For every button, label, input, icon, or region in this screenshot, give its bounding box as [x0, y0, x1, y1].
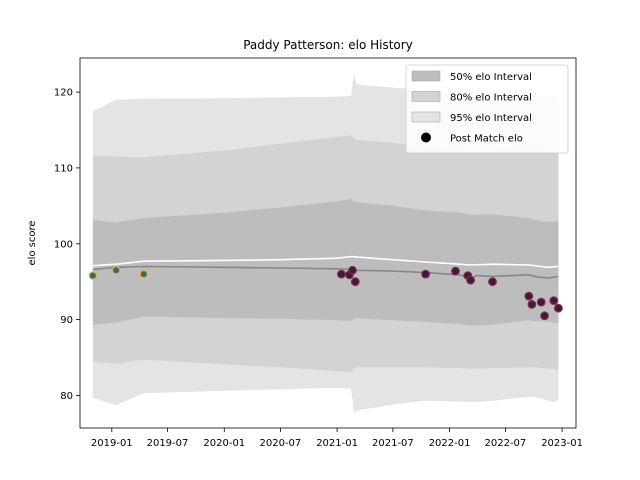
post-match-point	[466, 275, 476, 285]
post-match-point	[536, 297, 546, 307]
x-tick-label: 2020-07	[260, 438, 302, 449]
post-match-point	[88, 271, 98, 280]
post-match-point	[111, 266, 121, 275]
post-match-point	[554, 303, 563, 313]
band-50-interval	[92, 199, 559, 326]
trend-lines	[92, 255, 559, 279]
post-match-points	[88, 265, 563, 321]
legend-label: Post Match elo	[450, 134, 523, 145]
y-tick-label: 100	[54, 239, 73, 250]
y-axis-label: elo score	[27, 220, 38, 265]
plot-area	[88, 73, 563, 413]
x-tick-label: 2022-01	[429, 438, 471, 449]
legend-swatch-band_95	[411, 111, 441, 123]
legend: 50% elo Interval 80% elo Interval 95% elo …	[405, 64, 569, 154]
legend-swatch-band_50	[411, 70, 441, 82]
legend-swatch-band_80	[411, 91, 441, 102]
y-axis-ticks: 80 90 100 110 120	[54, 88, 80, 402]
x-tick-label: 2022-07	[485, 438, 527, 449]
legend-marker-icon	[421, 132, 431, 143]
x-tick-label: 2019-07	[147, 438, 189, 449]
chart-title: Paddy Patterson: elo History	[243, 38, 413, 52]
post-match-point	[451, 266, 460, 276]
upper-trend-line	[92, 255, 559, 269]
post-match-point	[421, 269, 431, 279]
x-axis-ticks: 2019-01 2019-07 2020-01 2020-07 2021-01 2021-…	[91, 428, 583, 449]
x-tick-label: 2021-07	[372, 438, 414, 449]
x-tick-label: 2021-01	[316, 438, 358, 449]
y-tick-label: 80	[60, 391, 73, 402]
x-tick-label: 2020-01	[203, 438, 245, 449]
x-tick-label: 2023-01	[541, 438, 583, 449]
legend-label: 50% elo Interval	[450, 72, 532, 83]
post-match-point	[540, 311, 549, 321]
x-tick-label: 2019-01	[91, 438, 133, 449]
interval-bands	[92, 73, 559, 413]
axes-frame	[79, 57, 577, 429]
y-tick-label: 110	[54, 163, 73, 174]
legend-box	[405, 64, 569, 154]
post-match-point	[348, 265, 357, 275]
post-match-point	[524, 291, 534, 301]
post-match-point	[139, 269, 148, 279]
post-match-point	[549, 296, 559, 306]
post-match-point	[527, 300, 537, 309]
legend-label: 80% elo Interval	[450, 93, 532, 104]
y-tick-label: 120	[54, 88, 73, 99]
y-tick-label: 90	[60, 315, 73, 326]
post-match-point	[350, 277, 360, 287]
post-match-point	[337, 269, 346, 279]
post-match-point	[488, 277, 497, 287]
mean-elo-line	[92, 265, 559, 279]
legend-label: 95% elo Interval	[450, 113, 532, 124]
